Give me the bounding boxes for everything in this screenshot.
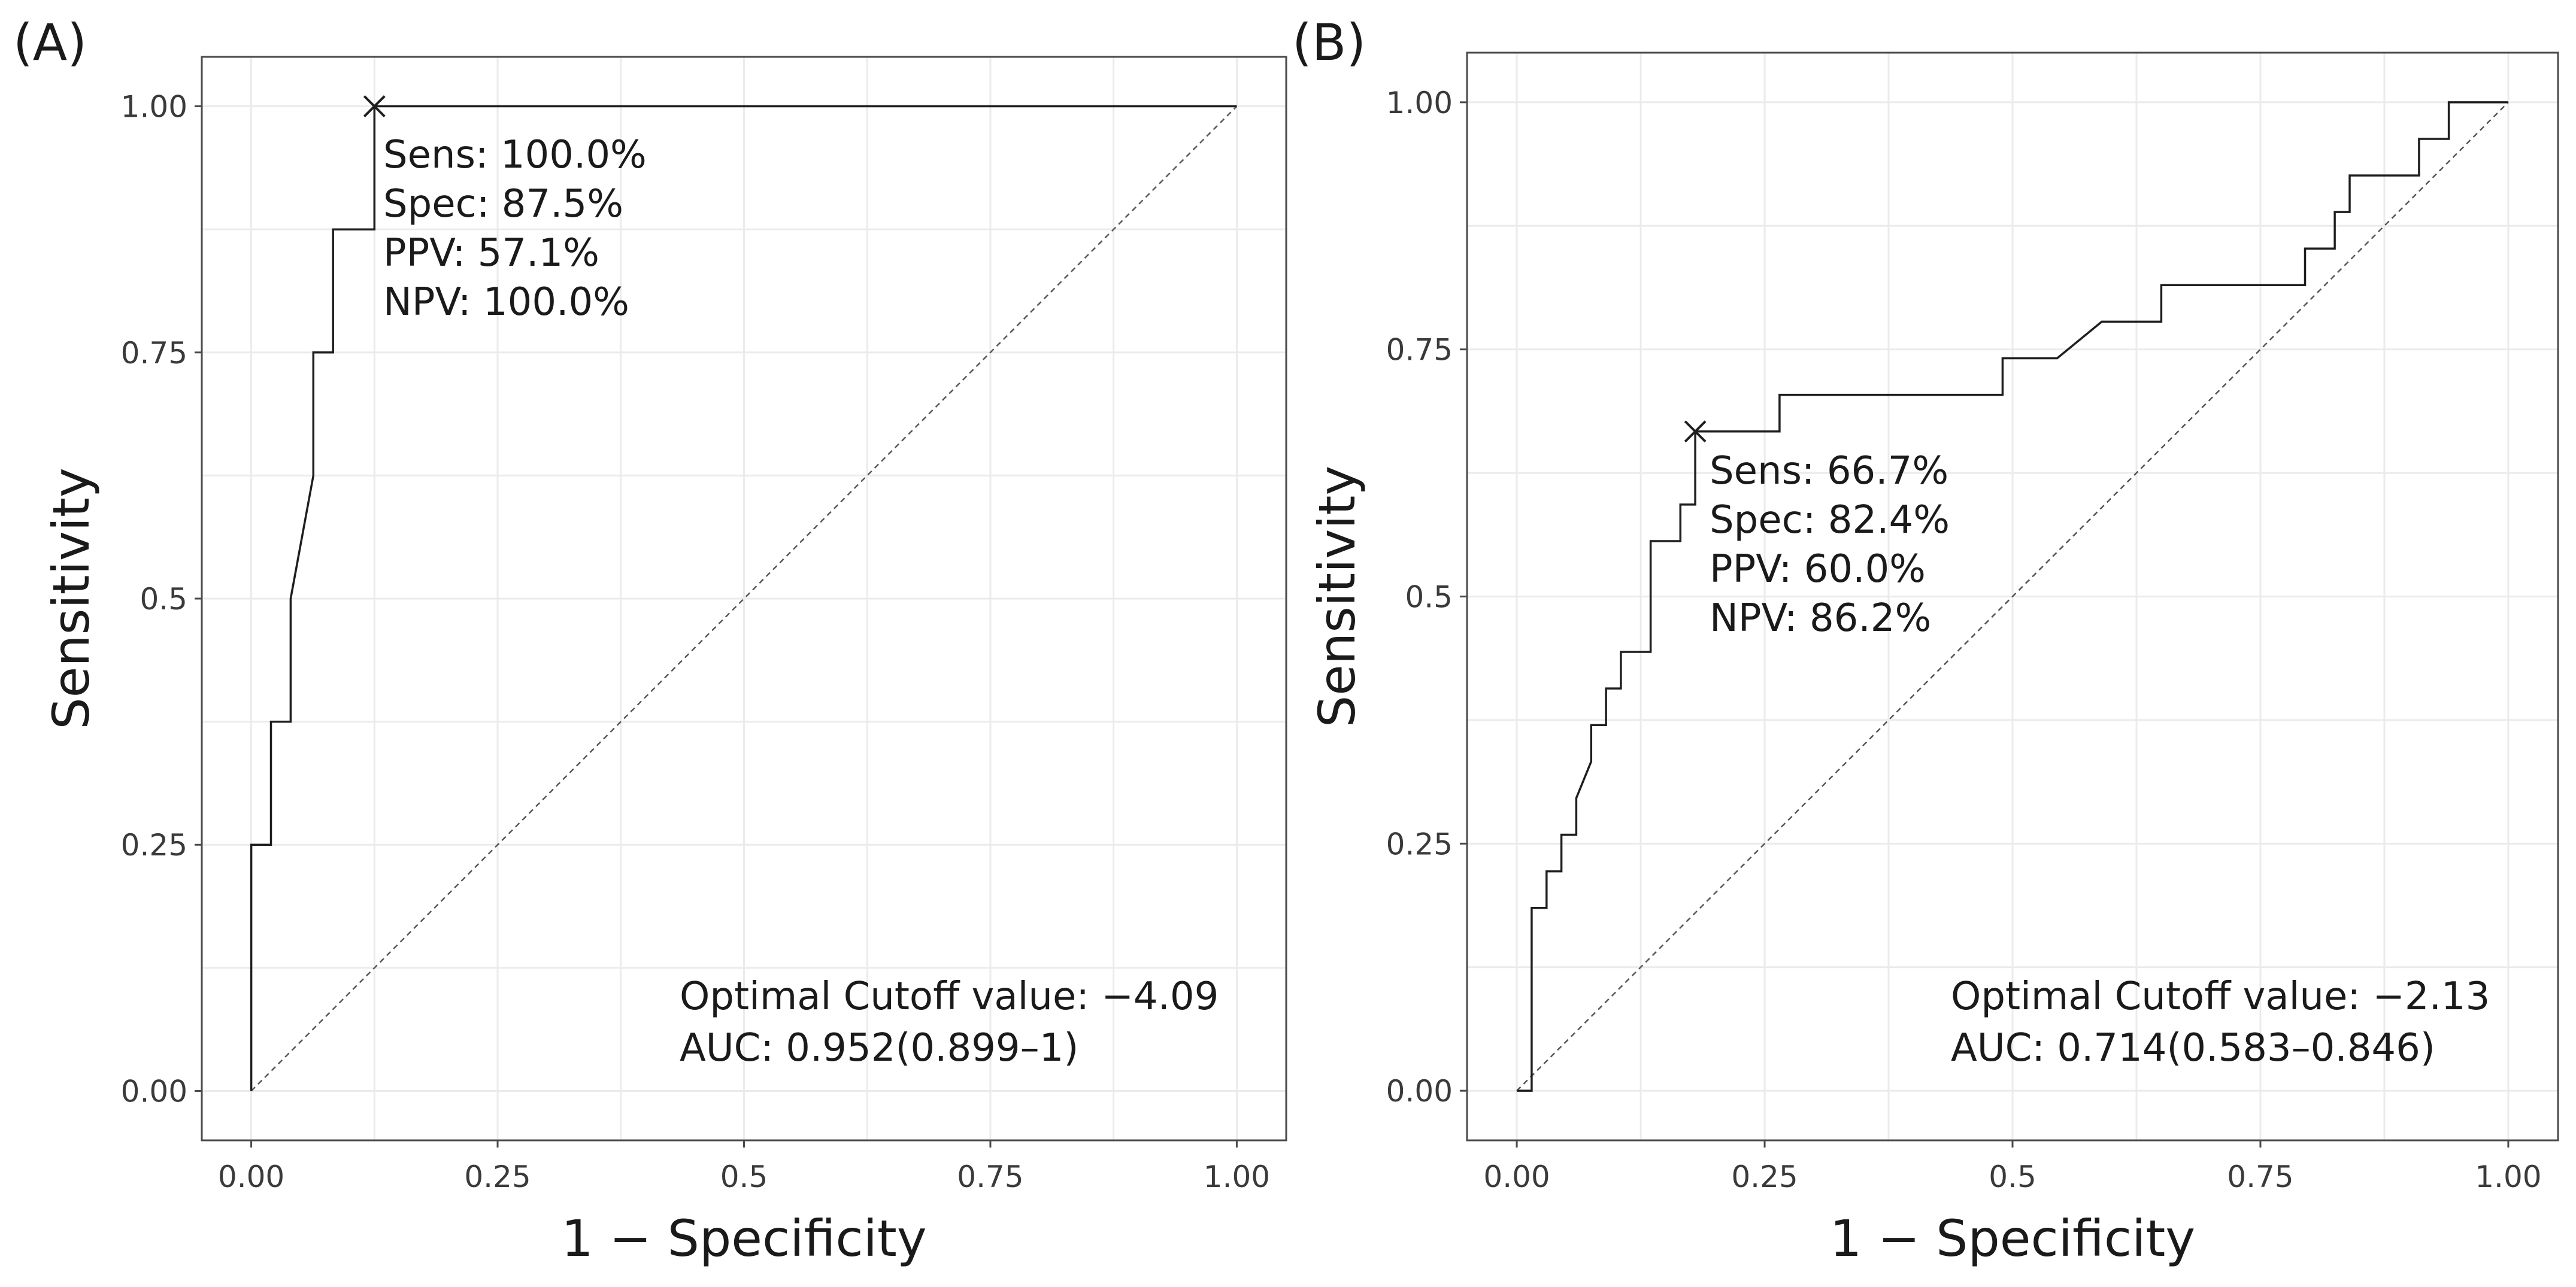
optimal-cutoff-label: Optimal Cutoff value: −2.13 [1951, 975, 2490, 1019]
x-tick-label: 0.00 [218, 1159, 284, 1194]
roc-curve [250, 105, 1237, 1091]
x-tick-label: 0.5 [720, 1159, 768, 1194]
x-tick-label: 1.00 [2475, 1159, 2541, 1194]
metric-annotation: PPV: 57.1% [383, 231, 599, 275]
auc-label: AUC: 0.714(0.583–0.846) [1951, 1026, 2435, 1070]
optimal-point-marker [1684, 420, 1707, 443]
metric-annotation: PPV: 60.0% [1710, 547, 1926, 591]
x-tick-label: 0.75 [957, 1159, 1023, 1194]
reference-diagonal-line [1516, 101, 2509, 1092]
optimal-point-marker [363, 95, 386, 117]
roc-curve [1517, 101, 2508, 1092]
metric-annotation: Spec: 87.5% [383, 182, 623, 226]
metric-annotation: NPV: 100.0% [383, 280, 629, 324]
y-tick-label: 0.25 [121, 828, 187, 863]
auc-label: AUC: 0.952(0.899–1) [680, 1026, 1078, 1070]
y-tick-label: 0.5 [1405, 580, 1453, 615]
y-tick-label: 0.25 [1386, 827, 1453, 861]
panel-label: (B) [1292, 13, 1366, 72]
y-tick-label: 0.00 [121, 1074, 187, 1109]
y-tick-label: 0.75 [1386, 333, 1453, 368]
roc-panel-b: 0.00 0.25 0.5 0.75 1.00 0.00 0.25 0.5 0.75 1.00 1 … [1292, 13, 2559, 1268]
x-tick-label: 0.75 [2227, 1159, 2293, 1194]
x-tick-label: 0.25 [1731, 1159, 1798, 1194]
metric-annotation: NPV: 86.2% [1710, 596, 1931, 641]
roc-panel-a: 0.00 0.25 0.5 0.75 1.00 0.00 0.25 0.5 0.75 1.00 1 … [13, 13, 1287, 1268]
metric-annotation: Sens: 66.7% [1710, 449, 1948, 493]
x-tick-label: 1.00 [1204, 1159, 1270, 1194]
metric-annotation: Spec: 82.4% [1710, 498, 1950, 542]
optimal-cutoff-label: Optimal Cutoff value: −4.09 [680, 975, 1219, 1019]
y-tick-label: 1.00 [121, 90, 187, 125]
reference-diagonal-line [250, 105, 1238, 1092]
x-tick-label: 0.00 [1483, 1159, 1550, 1194]
marker-stroke [1684, 420, 1707, 443]
y-tick-label: 1.00 [1386, 86, 1453, 120]
y-axis-title: Sensitivity [42, 468, 101, 729]
marker-stroke [363, 95, 386, 117]
x-tick-label: 0.5 [1989, 1159, 2036, 1194]
y-tick-label: 0.5 [140, 582, 187, 617]
panel-label: (A) [13, 13, 87, 72]
y-tick-label: 0.00 [1386, 1074, 1453, 1109]
y-axis-title: Sensitivity [1308, 466, 1366, 727]
y-tick-label: 0.75 [121, 336, 187, 371]
x-tick-label: 0.25 [464, 1159, 531, 1194]
x-axis-title: 1 − Specificity [561, 1209, 926, 1268]
metric-annotation: Sens: 100.0% [383, 133, 647, 177]
x-axis-title: 1 − Specificity [1830, 1209, 2195, 1268]
